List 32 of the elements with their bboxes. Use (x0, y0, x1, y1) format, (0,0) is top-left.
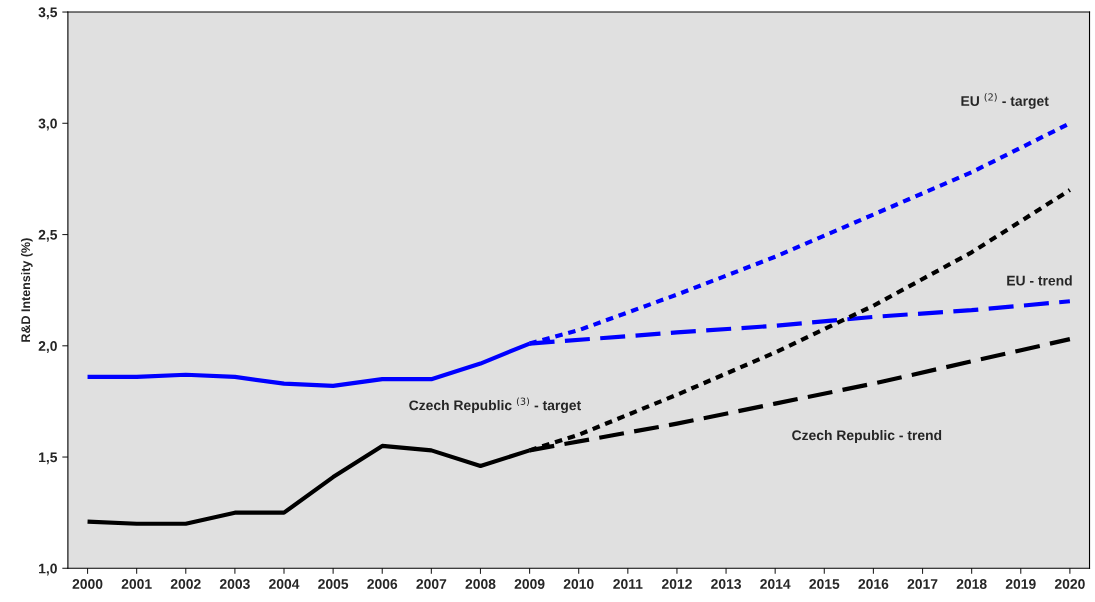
x-tick-label: 2007 (416, 579, 447, 589)
x-tick-label: 2008 (465, 579, 496, 589)
x-tick-label: 2015 (809, 579, 840, 589)
x-tick-label: 2017 (907, 579, 938, 589)
y-tick-label: 2,5 (38, 229, 58, 242)
x-tick-label: 2020 (1054, 579, 1085, 589)
y-tick-label: 1,5 (39, 452, 58, 465)
x-tick-label: 2000 (72, 579, 103, 589)
x-tick-label: 2001 (121, 579, 152, 589)
annotation: EU - trend (1007, 275, 1072, 286)
x-tick-label: 2014 (760, 579, 791, 589)
x-tick-label: 2009 (514, 579, 545, 589)
x-tick-label: 2006 (367, 579, 398, 589)
x-tick-label: 2012 (661, 579, 692, 589)
x-tick-label: 2010 (563, 579, 594, 589)
x-tick-label: 2016 (858, 579, 889, 589)
y-tick-label: 1,0 (39, 563, 57, 576)
x-tick-label: 2002 (170, 579, 201, 589)
annotation: Czech Republic $^{(3)}$ - target (409, 397, 581, 414)
x-tick-label: 2019 (1005, 579, 1036, 589)
x-tick-label: 2013 (711, 579, 742, 589)
x-tick-label: 2018 (956, 579, 987, 589)
y-tick-label: 2,0 (38, 341, 57, 353)
y-tick-label: 3,5 (38, 7, 58, 20)
annotation: EU $^{(2)}$ - target (961, 93, 1049, 109)
y-axis-title: R&D Intensity (%) (20, 238, 33, 342)
x-tick-label: 2005 (318, 579, 349, 589)
annotation: Czech Republic - trend (792, 429, 942, 443)
y-tick-label: 3,0 (38, 118, 57, 131)
x-tick-label: 2003 (219, 579, 250, 589)
x-tick-label: 2004 (269, 579, 300, 589)
x-tick-label: 2011 (613, 579, 643, 589)
